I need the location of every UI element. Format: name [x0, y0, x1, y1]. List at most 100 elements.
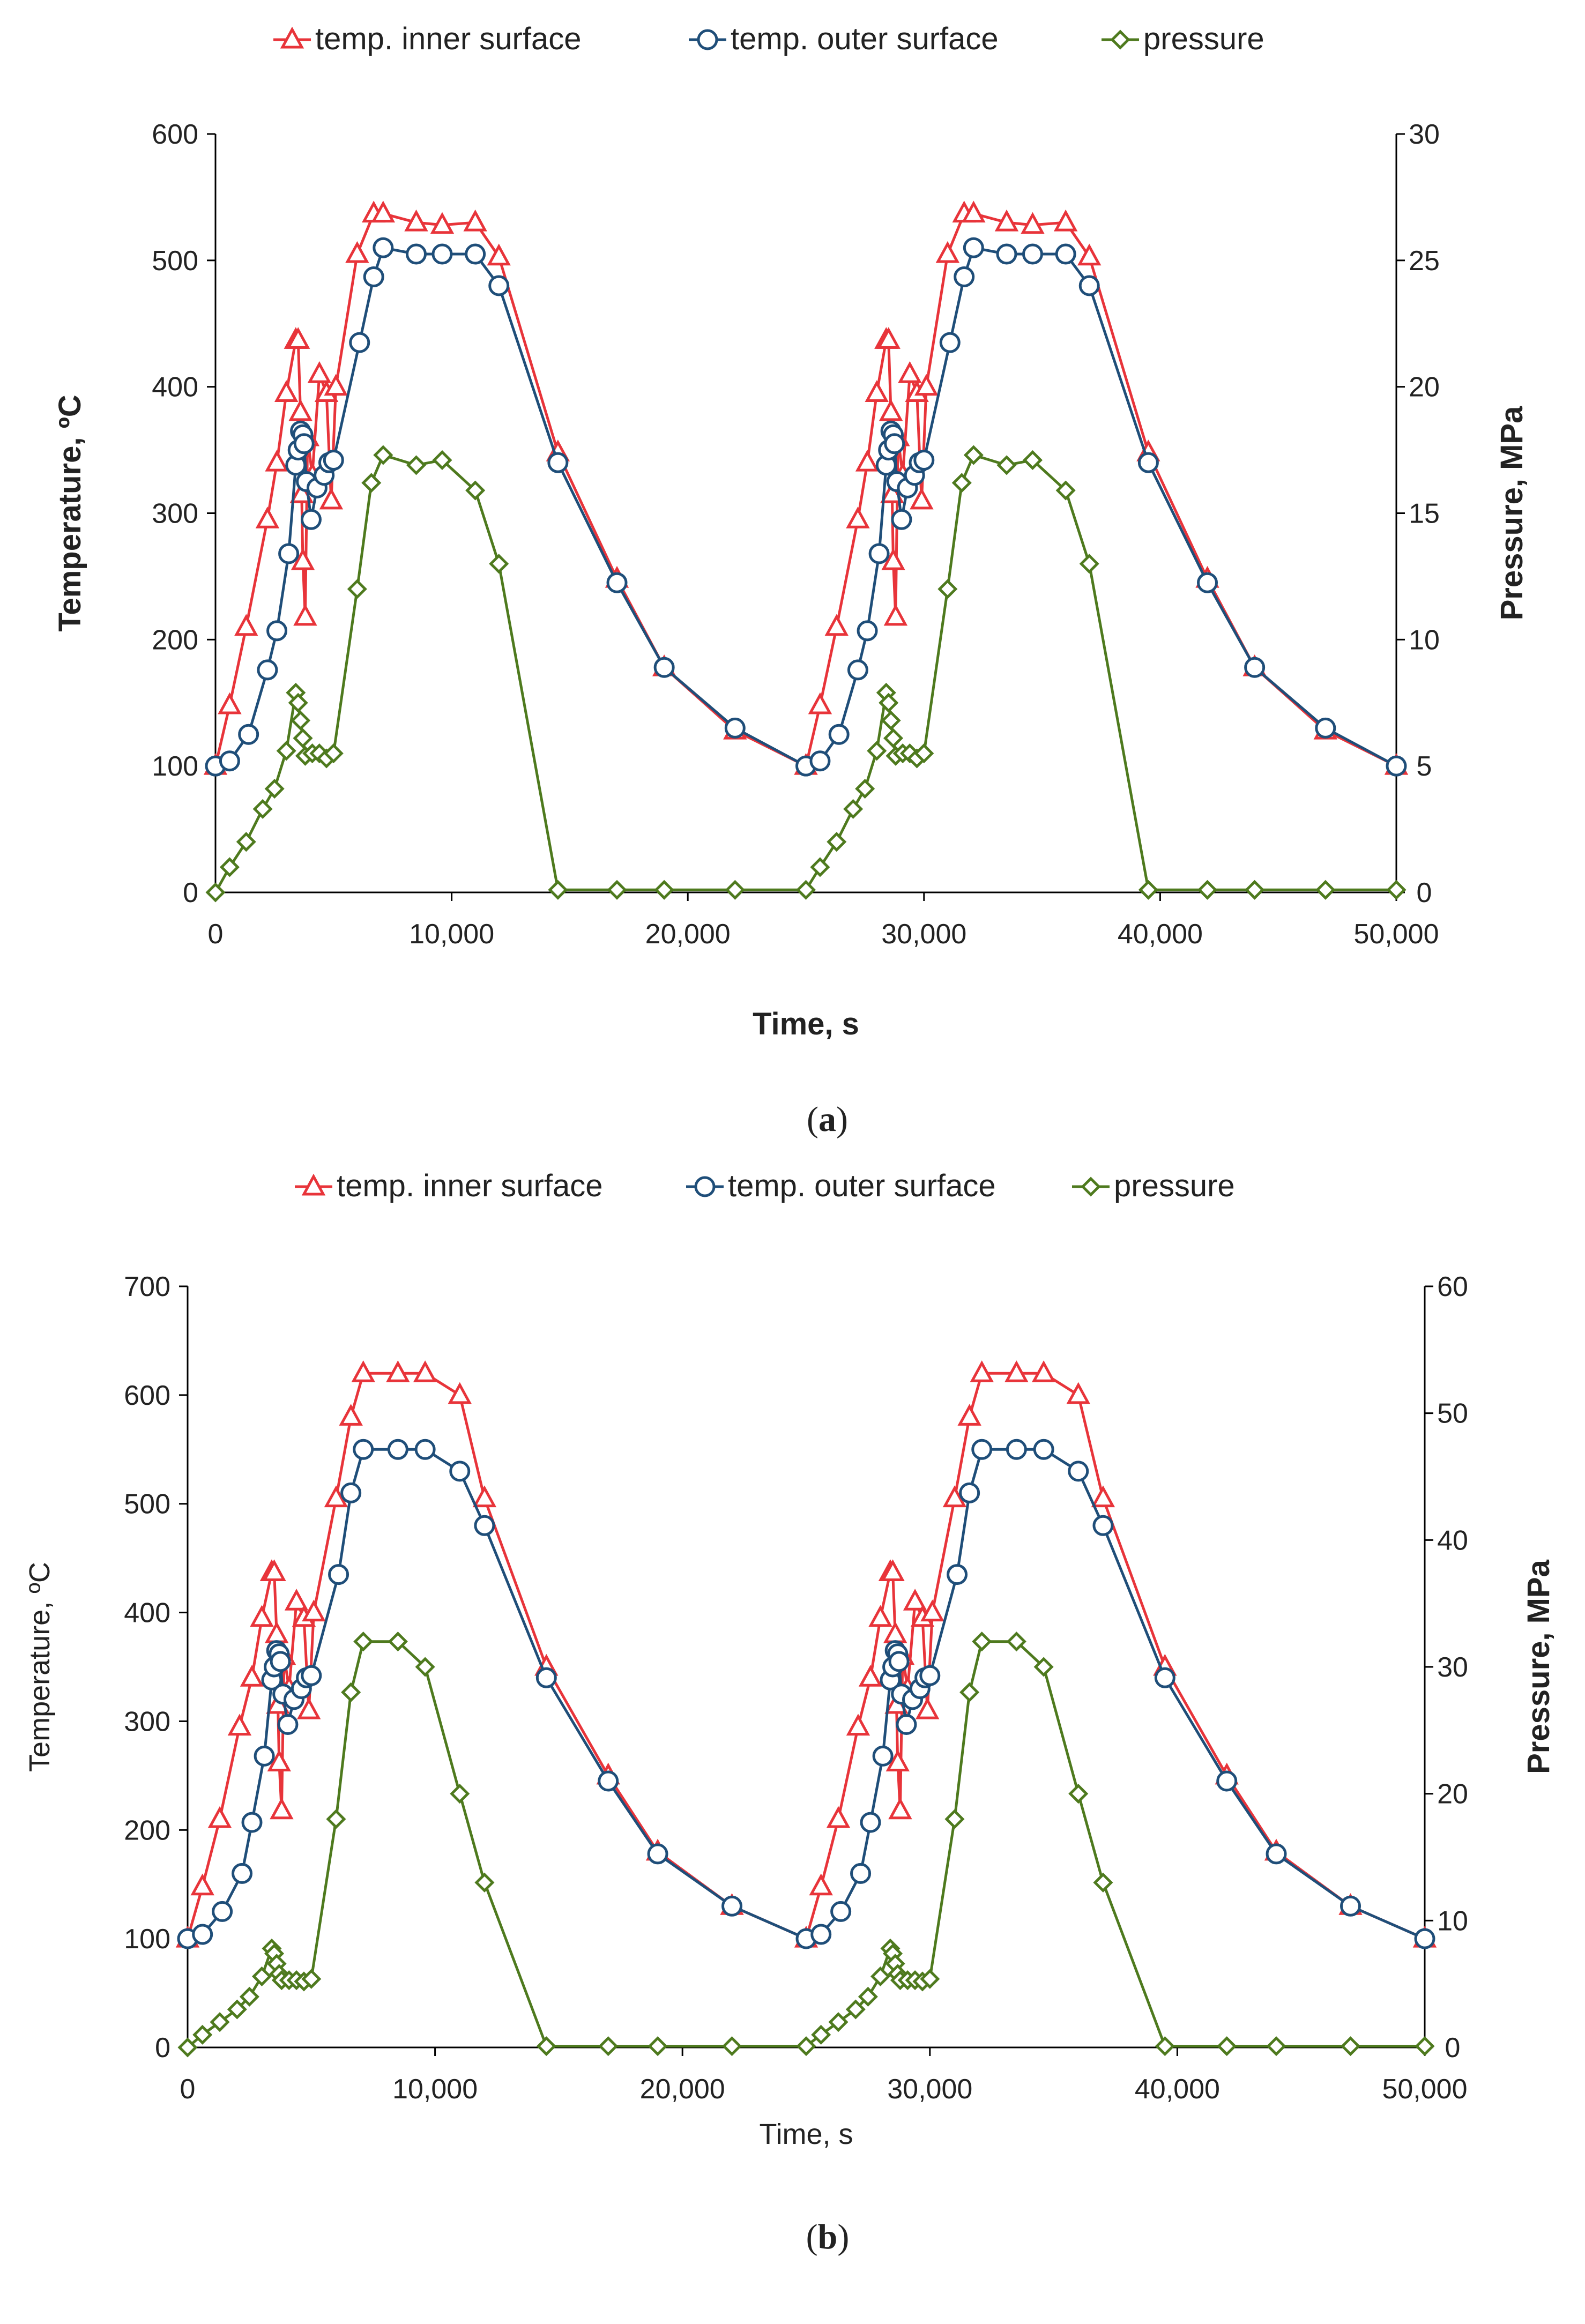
data-point-outer — [872, 1745, 894, 1767]
data-point-outer — [1033, 1439, 1054, 1460]
y-tick-label-left: 100 — [124, 1924, 170, 1955]
data-point-pressure — [972, 1632, 992, 1652]
data-point-outer — [238, 724, 259, 745]
data-point-outer — [606, 572, 628, 593]
data-point-pressure — [1340, 2036, 1361, 2057]
y-tick-label-left: 100 — [152, 751, 198, 782]
data-point-pressure — [489, 554, 509, 574]
data-point-pressure — [474, 1872, 495, 1893]
y-tick-label-left: 0 — [183, 877, 198, 908]
y-tick-label-left: 400 — [152, 372, 198, 403]
data-point-outer — [363, 266, 384, 287]
data-point-outer — [959, 1482, 980, 1503]
data-point-outer — [653, 657, 675, 678]
data-point-pressure — [1266, 2036, 1286, 2057]
data-point-inner — [404, 209, 428, 232]
data-point-outer — [328, 1564, 349, 1585]
data-point-outer — [474, 1515, 495, 1536]
data-point-inner — [413, 1360, 437, 1382]
data-point-outer — [300, 509, 322, 530]
data-point-inner — [957, 1404, 981, 1426]
data-point-outer — [1216, 1770, 1238, 1792]
data-point-outer — [1055, 243, 1076, 265]
legend-label-pressure: pressure — [1143, 21, 1264, 56]
data-point-inner — [855, 449, 880, 472]
legend-item-pressure: pressure — [1102, 21, 1264, 56]
data-point-inner — [914, 374, 939, 396]
data-point-pressure — [361, 473, 382, 493]
data-point-pressure — [177, 2037, 198, 2058]
data-point-pressure — [251, 1966, 272, 1987]
y-tick-label-right: 15 — [1409, 498, 1440, 530]
data-point-pressure — [827, 832, 847, 852]
data-point-outer — [724, 717, 746, 739]
y-tick-label-left: 200 — [152, 624, 198, 656]
data-point-inner — [1091, 1485, 1115, 1508]
data-point-inner — [858, 1665, 883, 1687]
y-axis-title-left: Temperature, ºC — [53, 394, 87, 631]
data-point-pressure — [301, 1969, 322, 1989]
data-point-outer — [891, 509, 912, 530]
data-point-pressure — [937, 579, 958, 599]
data-point-pressure — [725, 880, 745, 900]
legend-marker-inner — [280, 26, 304, 49]
data-point-pressure — [1022, 450, 1043, 470]
data-point-inner — [1066, 1382, 1090, 1404]
data-point-outer — [1266, 1843, 1287, 1865]
data-point-outer — [1154, 1667, 1175, 1688]
data-point-outer — [1414, 1928, 1435, 1949]
data-point-outer — [971, 1439, 993, 1460]
data-point-outer — [847, 659, 868, 681]
legend-marker-inner — [301, 1173, 326, 1196]
data-point-outer — [241, 1812, 263, 1833]
y-axis-title-right: Pressure, MPa — [1521, 1559, 1556, 1774]
data-point-outer — [301, 1665, 322, 1686]
y-tick-label-left: 500 — [152, 245, 198, 277]
data-point-inner — [234, 614, 258, 636]
data-point-inner — [846, 1714, 870, 1736]
data-point-pressure — [843, 799, 864, 819]
legend-item-inner: temp. inner surface — [273, 21, 581, 56]
data-point-pressure — [192, 2024, 213, 2045]
data-point-pressure — [1079, 554, 1099, 574]
y-tick-label-right: 30 — [1437, 1652, 1468, 1683]
data-point-pressure — [288, 692, 308, 713]
data-point-pressure — [1155, 2036, 1175, 2057]
data-point-pressure — [795, 880, 816, 900]
series-line-inner — [214, 212, 1397, 768]
data-point-pressure — [388, 1632, 408, 1652]
data-point-pressure — [796, 2036, 816, 2057]
legend-label-pressure: pressure — [1114, 1168, 1235, 1203]
data-point-outer — [406, 243, 427, 265]
y-axis-title-right: Pressure, MPa — [1494, 406, 1529, 621]
data-point-inner — [885, 1749, 910, 1772]
data-point-pressure — [828, 2012, 849, 2032]
series-pressure — [177, 1632, 1435, 2058]
series-line-outer — [215, 246, 1397, 768]
data-point-pressure — [810, 857, 830, 877]
data-point-pressure — [432, 450, 452, 470]
data-point-pressure — [205, 882, 226, 903]
data-point-outer — [1386, 755, 1407, 777]
data-point-inner — [1077, 243, 1102, 266]
x-tick-label: 10,000 — [409, 919, 494, 950]
data-point-inner — [291, 548, 315, 570]
data-point-pressure — [341, 1682, 361, 1702]
data-point-inner — [846, 506, 870, 528]
y-tick-label-left: 400 — [124, 1598, 170, 1629]
series-inner — [203, 200, 1409, 775]
data-point-pressure — [252, 799, 273, 819]
y-tick-label-left: 300 — [124, 1706, 170, 1737]
data-point-pressure — [264, 779, 285, 799]
data-point-inner — [942, 1485, 967, 1508]
data-point-pressure — [548, 880, 568, 900]
data-point-pressure — [1315, 880, 1336, 900]
data-point-pressure — [1138, 880, 1158, 900]
data-point-pressure — [879, 692, 899, 713]
data-point-pressure — [951, 473, 972, 493]
x-tick-label: 20,000 — [640, 2074, 725, 2105]
y-tick-label-right: 5 — [1417, 751, 1432, 782]
series-pressure — [205, 445, 1407, 903]
data-point-pressure — [721, 2036, 742, 2057]
data-point-pressure — [450, 1784, 470, 1804]
